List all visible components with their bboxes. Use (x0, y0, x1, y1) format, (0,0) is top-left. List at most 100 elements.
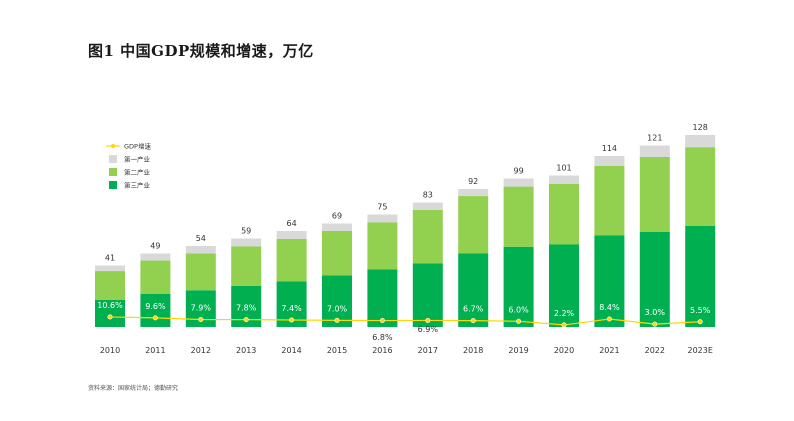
total-label-2012: 54 (196, 234, 206, 243)
bar-secondary-2021 (594, 165, 625, 236)
growth-point-2013 (243, 317, 249, 323)
growth-label-2017: 6.9% (418, 325, 439, 334)
growth-label-2016: 6.8% (372, 333, 393, 342)
bar-primary-2023E (685, 135, 716, 148)
bar-secondary-2022 (639, 156, 670, 232)
bar-primary-2017 (412, 202, 443, 210)
bar-secondary-2015 (322, 231, 352, 276)
growth-label-2011: 9.6% (145, 302, 166, 311)
legend-swatch-1 (109, 155, 117, 163)
bar-tertiary-2011 (140, 294, 171, 327)
bar-primary-2013 (231, 238, 262, 247)
growth-label-2018: 6.7% (463, 305, 484, 314)
bar-secondary-2020 (549, 183, 579, 245)
legend-marker-growth (111, 144, 115, 148)
growth-point-2012 (198, 316, 204, 322)
total-label-2021: 114 (602, 144, 617, 153)
x-tick-2022: 2022 (645, 346, 665, 355)
x-tick-2015: 2015 (327, 346, 347, 355)
bar-secondary-2019 (503, 186, 534, 247)
bar-secondary-2023E (685, 147, 716, 226)
total-label-2015: 69 (332, 212, 342, 221)
x-tick-2019: 2019 (508, 346, 528, 355)
bar-tertiary-2016 (367, 269, 398, 327)
growth-point-2010 (107, 314, 113, 320)
legend-swatch-3 (109, 181, 117, 189)
bar-secondary-2013 (231, 246, 262, 286)
growth-point-2022 (652, 321, 658, 327)
bar-secondary-2018 (458, 196, 489, 254)
x-tick-2010: 2010 (100, 346, 120, 355)
x-tick-2013: 2013 (236, 346, 256, 355)
total-label-2018: 92 (468, 177, 478, 186)
bar-tertiary-2020 (549, 244, 579, 327)
bar-secondary-2010 (95, 271, 125, 300)
total-label-2014: 64 (287, 219, 297, 228)
bar-tertiary-2018 (458, 253, 489, 327)
growth-label-2021: 8.4% (599, 303, 620, 312)
x-tick-2011: 2011 (145, 346, 165, 355)
x-tick-2021: 2021 (599, 346, 619, 355)
growth-point-2011 (152, 315, 158, 321)
bar-secondary-2012 (185, 253, 216, 291)
bar-secondary-2014 (276, 238, 307, 282)
bar-tertiary-2019 (503, 246, 534, 327)
source-note: 资料来源：国家统计局；德勤研究 (88, 385, 179, 392)
chart-title: 图1 中国GDP规模和增速，万亿 (88, 42, 314, 60)
growth-point-2021 (606, 316, 612, 322)
growth-label-2014: 7.4% (281, 304, 302, 313)
growth-label-2020: 2.2% (554, 309, 575, 318)
bar-primary-2016 (367, 214, 398, 223)
bar-primary-2014 (276, 231, 307, 239)
legend-label-1: 第一产业 (124, 155, 151, 164)
bar-primary-2010 (95, 265, 125, 272)
growth-label-2013: 7.8% (236, 304, 257, 313)
growth-label-2015: 7.0% (327, 304, 348, 313)
x-tick-2023E: 2023E (687, 346, 712, 355)
total-label-2022: 121 (647, 134, 662, 143)
total-label-2010: 41 (105, 254, 115, 263)
x-tick-2020: 2020 (554, 346, 574, 355)
legend-label-0: GDP增速 (124, 142, 151, 151)
x-tick-2016: 2016 (372, 346, 392, 355)
growth-point-2016 (379, 318, 385, 324)
growth-label-2023E: 5.5% (690, 306, 711, 315)
growth-point-2019 (516, 318, 522, 324)
x-tick-2017: 2017 (418, 346, 438, 355)
legend-label-2: 第二产业 (124, 168, 151, 177)
bar-secondary-2011 (140, 260, 171, 294)
total-label-2016: 75 (377, 203, 387, 212)
bar-primary-2022 (639, 145, 670, 157)
bar-secondary-2017 (412, 210, 443, 264)
total-label-2013: 59 (241, 227, 251, 236)
growth-point-2018 (470, 318, 476, 324)
growth-label-2022: 3.0% (645, 308, 666, 317)
legend-swatch-2 (109, 168, 117, 176)
bar-primary-2021 (594, 156, 625, 166)
total-label-2019: 99 (514, 167, 524, 176)
legend-label-3: 第三产业 (124, 181, 151, 190)
bar-secondary-2016 (367, 222, 398, 270)
total-label-2011: 49 (150, 242, 160, 251)
growth-point-2017 (425, 317, 431, 323)
bar-primary-2011 (140, 253, 171, 261)
bar-tertiary-2010 (95, 300, 125, 327)
x-tick-2012: 2012 (191, 346, 211, 355)
bar-primary-2012 (185, 246, 216, 254)
x-tick-2018: 2018 (463, 346, 483, 355)
growth-label-2019: 6.0% (508, 305, 529, 314)
growth-label-2010: 10.6% (97, 301, 123, 310)
total-label-2023E: 128 (693, 123, 708, 132)
growth-label-2012: 7.9% (191, 303, 212, 312)
bar-tertiary-2023E (685, 225, 716, 327)
bar-tertiary-2017 (412, 263, 443, 327)
bar-primary-2015 (322, 223, 352, 231)
growth-line (109, 316, 701, 326)
growth-point-2015 (334, 317, 340, 323)
x-tick-2014: 2014 (281, 346, 301, 355)
total-label-2020: 101 (556, 164, 571, 173)
bar-tertiary-2021 (594, 235, 625, 327)
growth-point-2023E (697, 319, 703, 325)
bar-primary-2019 (503, 178, 534, 187)
